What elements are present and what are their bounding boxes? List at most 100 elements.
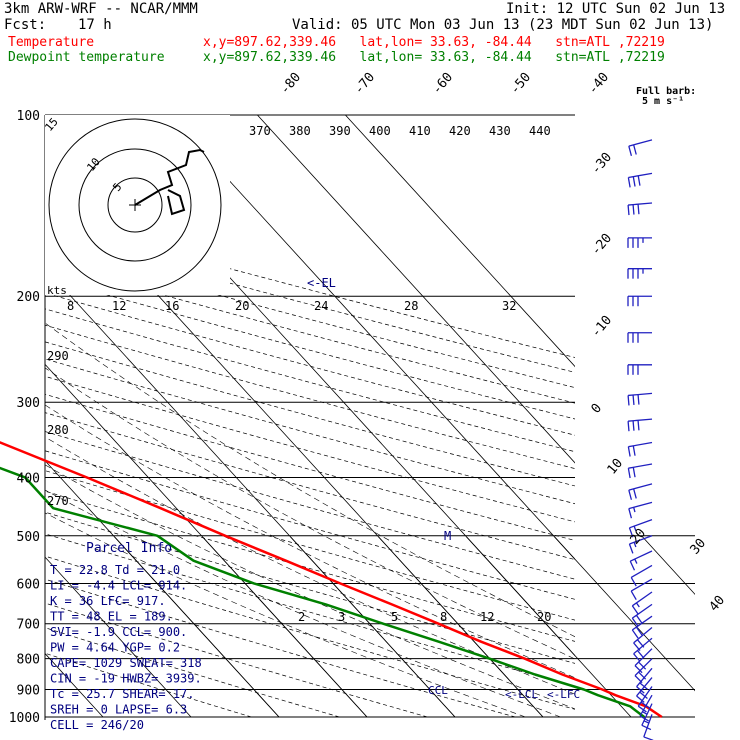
pressure-label: 700 (17, 618, 40, 633)
moist-adiabat (45, 489, 561, 718)
wind-barb (633, 626, 653, 651)
isotherm (202, 537, 368, 718)
wind-barb (627, 392, 653, 406)
wind-barb (631, 591, 653, 615)
hodograph-rings (48, 118, 222, 292)
speed-label: 8 (67, 299, 74, 313)
wind-barb (627, 332, 652, 343)
isotherm (730, 536, 740, 717)
wind-barb (627, 418, 653, 432)
m-marker: M (444, 529, 451, 543)
speed-label: 16 (165, 299, 179, 313)
isotherm (257, 115, 575, 464)
dewpoint-location: x,y=897.62,339.46 lat,lon= 33.63, -84.44… (203, 50, 665, 65)
pressure-label: 400 (17, 471, 40, 486)
model-title: 3km ARW-WRF -- NCAR/MMM (4, 1, 198, 17)
temperature-location: x,y=897.62,339.46 lat,lon= 33.63, -84.44… (203, 35, 665, 50)
mixing-ratio-label: 8 (440, 610, 447, 624)
isotherm (114, 537, 280, 718)
theta-label: 420 (449, 124, 471, 138)
theta-label: 380 (289, 124, 311, 138)
ccl-marker: CCL (428, 684, 448, 697)
wind-barb (628, 518, 653, 538)
wind-barb (641, 703, 653, 731)
temperature-tick: -40 (586, 70, 613, 98)
parcel-info-row: SREH = 0 LAPSE= 6.3 (50, 703, 187, 717)
theta-label: 400 (369, 124, 391, 138)
adiabat-label: 290 (47, 349, 69, 363)
init-time: Init: 12 UTC Sun 02 Jun 13 (506, 1, 726, 17)
dry-adiabat (45, 217, 575, 358)
mixing-ratio-label: 3 (338, 610, 345, 624)
theta-label: 430 (489, 124, 511, 138)
lower-isotherms (114, 536, 740, 718)
wind-barb (627, 237, 652, 248)
wind-barb (629, 550, 653, 571)
temperature-tick: -20 (589, 231, 616, 259)
wind-barb (631, 603, 653, 627)
dry-adiabat (45, 277, 575, 420)
wind-barb (627, 172, 653, 188)
moist-adiabat (45, 464, 575, 710)
temperature-tick: -50 (508, 70, 535, 98)
lcl-marker: <-LCL (505, 688, 538, 701)
wind-barb (627, 295, 652, 307)
hodograph-kts-label: kts (47, 284, 67, 297)
temperature-tick: -30 (589, 150, 616, 178)
theta-label: 390 (329, 124, 351, 138)
wind-barb (628, 483, 653, 500)
wind-barb (631, 615, 653, 639)
parcel-info-row: TT = 48 EL = 189. (50, 610, 173, 624)
valid-time: Valid: 05 UTC Mon 03 Jun 13 (23 MDT Sun … (292, 17, 714, 33)
wind-barb (628, 139, 653, 156)
temperature-tick: -60 (430, 70, 457, 98)
speed-label: 20 (235, 299, 249, 313)
hodograph-trace (134, 148, 205, 216)
pressure-label: 600 (17, 577, 40, 592)
dry-adiabat (45, 578, 516, 718)
parcel-info-row: PW = 4.64 YGP= 0.2 (50, 641, 180, 655)
temperature-legend: Temperature (8, 35, 95, 50)
theta-label: 370 (249, 124, 271, 138)
barb-legend-title: Full barb: (636, 86, 696, 97)
temperature-tick: -80 (278, 70, 305, 98)
dry-adiabat (45, 246, 575, 388)
pressure-label: 1000 (9, 711, 40, 726)
barb-legend-value: 5 m s⁻¹ (642, 96, 684, 107)
isotherm (642, 537, 695, 595)
parcel-info-row: K = 36 LFC= 917. (50, 594, 166, 608)
parcel-info-table: T = 22.8 Td = 21.0 LI = -4.4 LCL= 914.K =… (50, 563, 202, 732)
hodograph-ring (78, 148, 192, 262)
dry-adiabat (45, 261, 575, 404)
temperature-tick: -10 (589, 313, 616, 341)
temperature-line (0, 441, 663, 719)
wind-barb (628, 535, 653, 554)
pressure-label: 200 (17, 290, 40, 305)
pressure-label: 900 (17, 683, 40, 698)
theta-label: 440 (529, 124, 551, 138)
theta-label: 410 (409, 124, 431, 138)
hodograph-ring (107, 177, 163, 233)
forecast-hour: 17 h (78, 17, 112, 33)
dry-adiabats (45, 217, 575, 718)
mixing-ratio-label: 12 (480, 610, 494, 624)
pressure-label: 500 (17, 530, 40, 545)
temperature-tick: -70 (352, 70, 379, 98)
mixing-ratio-label: 20 (537, 610, 551, 624)
isotherm (0, 115, 15, 717)
dry-adiabat (45, 324, 575, 469)
isotherm (45, 556, 192, 718)
temperature-tick: 20 (628, 526, 650, 548)
temperature-tick: 40 (707, 593, 729, 615)
dewpoint-line (0, 466, 645, 718)
wind-barb (627, 463, 653, 479)
temperature-tick: 0 (589, 401, 606, 417)
wind-barb (630, 578, 653, 601)
isotherm (466, 537, 632, 718)
speed-label: 24 (314, 299, 328, 313)
wind-barb (630, 564, 653, 587)
moist-adiabat (45, 512, 526, 718)
lfc-marker: <-LFC (547, 688, 580, 701)
